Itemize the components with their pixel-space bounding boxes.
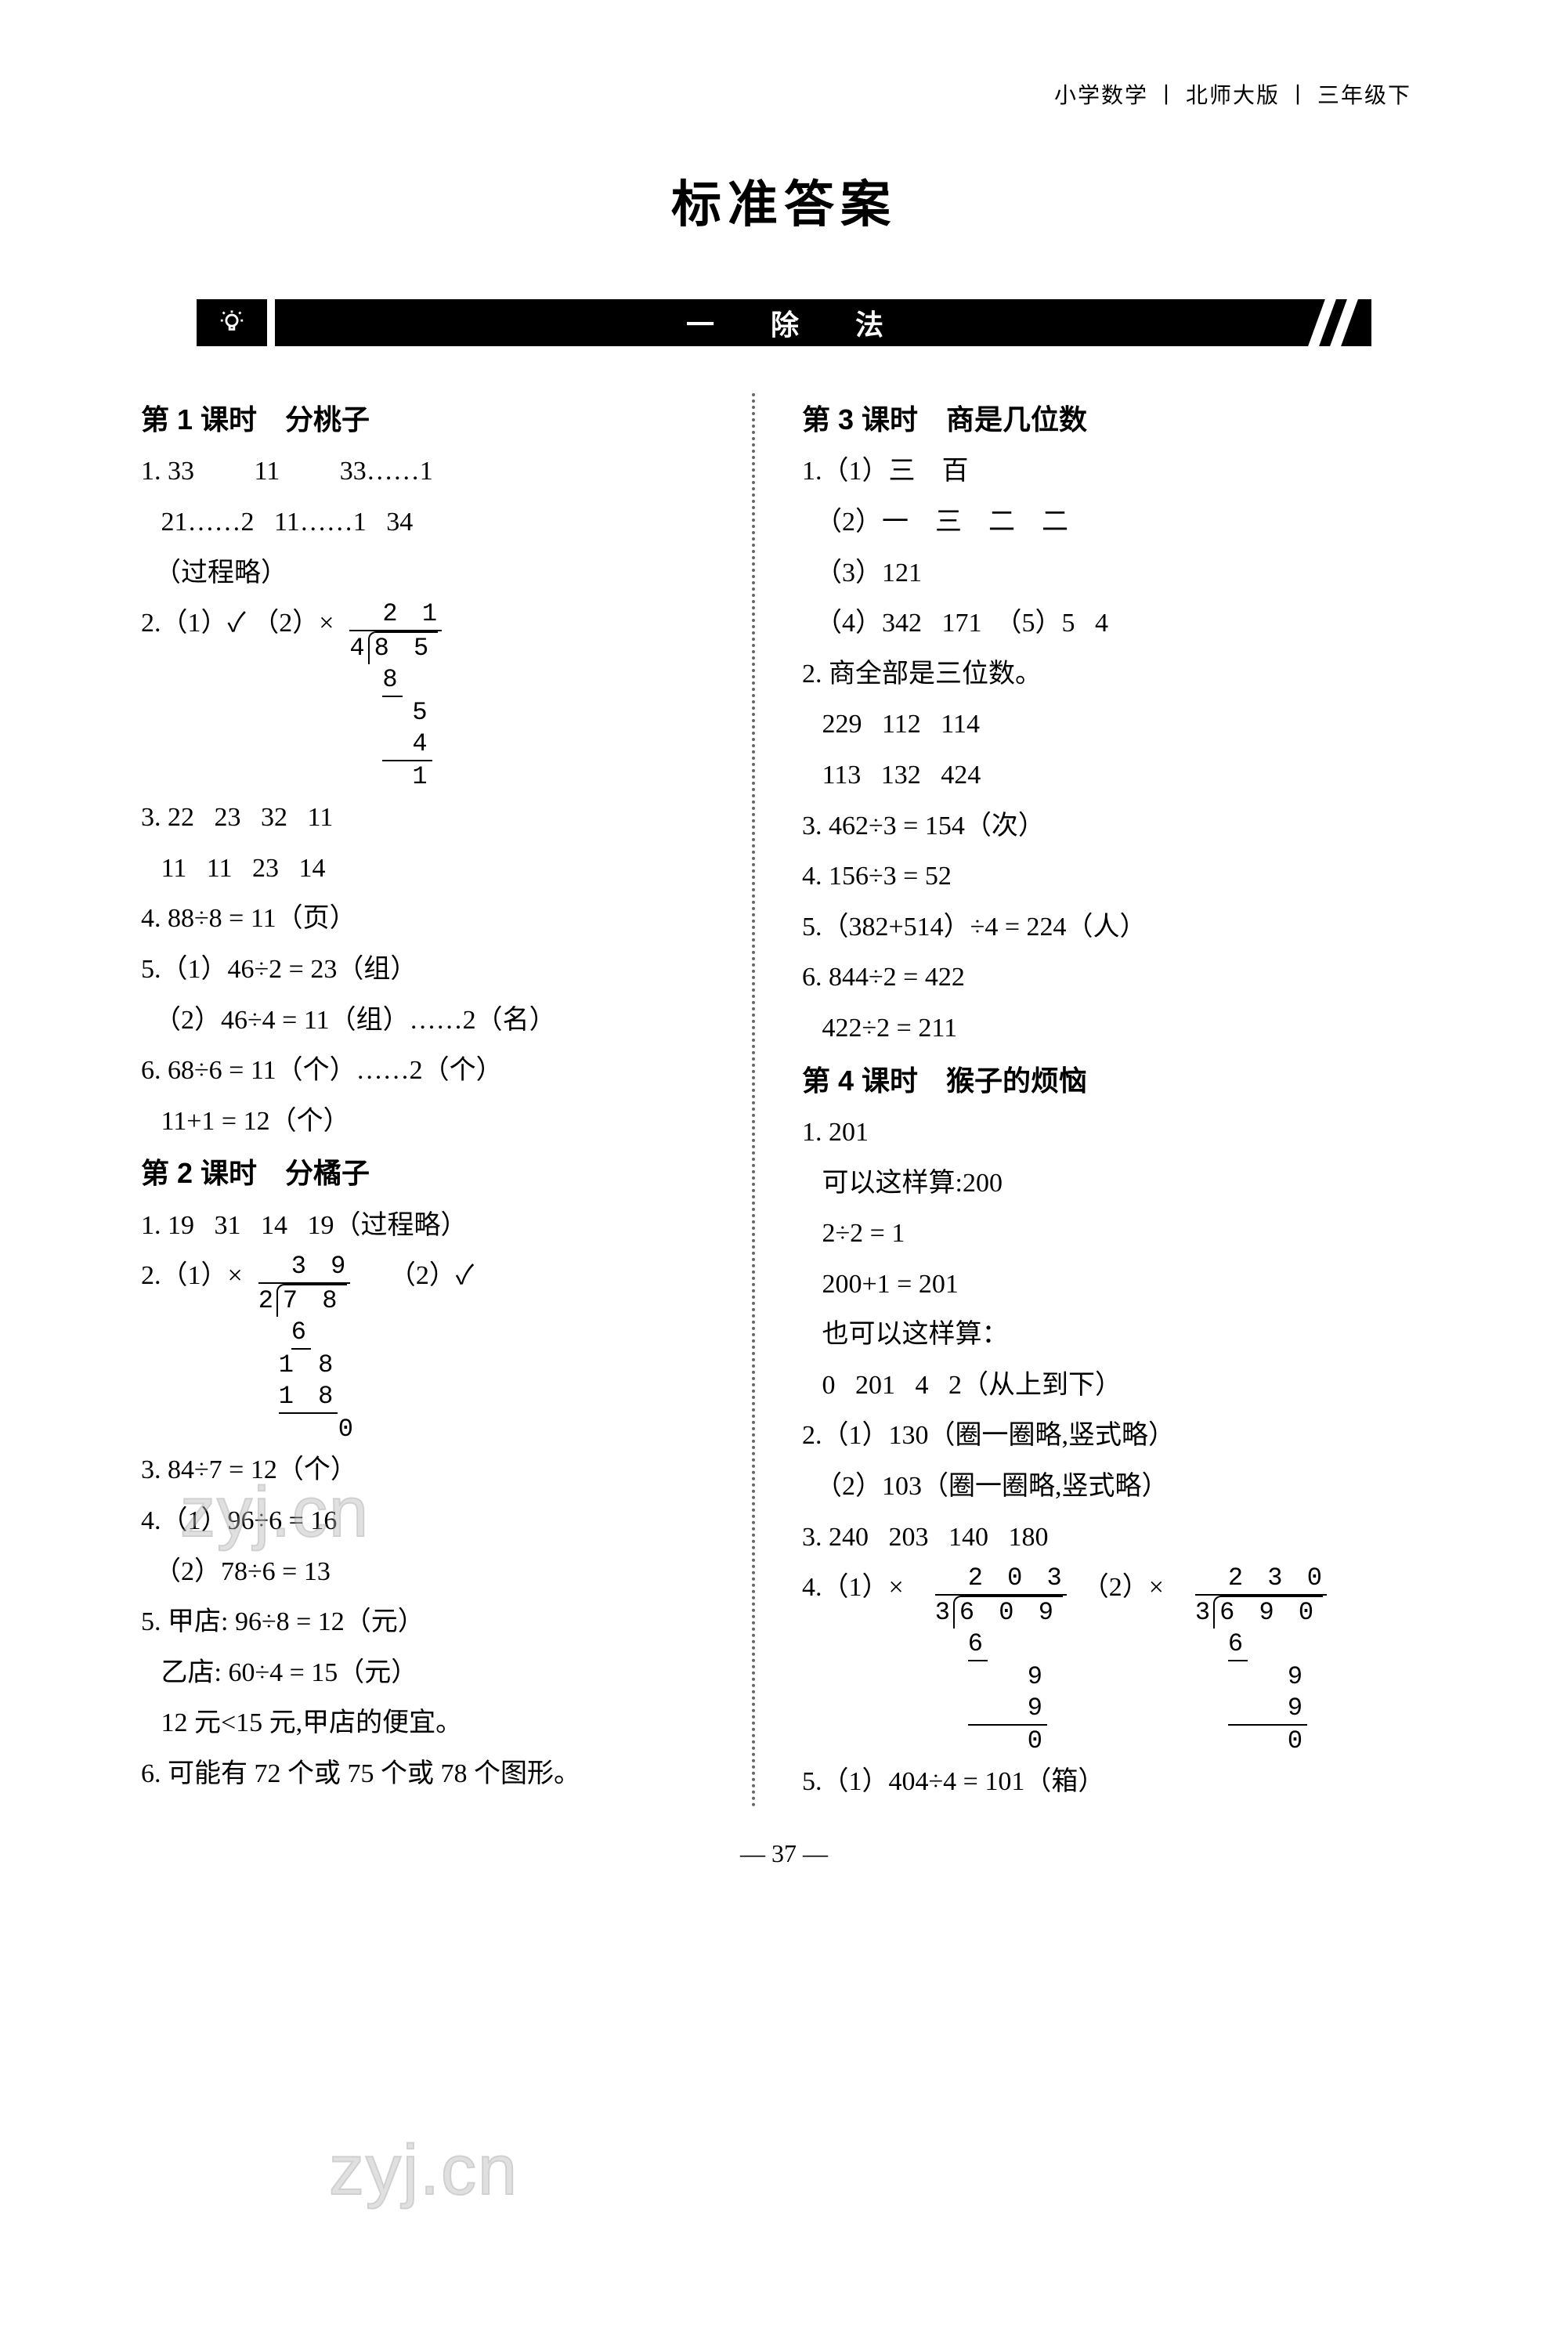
long-division: 3 9 27 8 6 1 8 1 8 0 <box>258 1251 358 1445</box>
answer-line: 21……2 11……1 34 <box>141 497 705 548</box>
ld-row: 9 <box>968 1693 1047 1726</box>
answer-line: 3. 84÷7 = 12（个） <box>141 1445 705 1496</box>
ld-row: 0 <box>968 1726 1047 1755</box>
ld-row: 1 <box>382 762 432 791</box>
ld-row: 6 <box>968 1629 988 1661</box>
answer-line: 5.（382+514）÷4 = 224（人） <box>802 902 1366 953</box>
answer-line: （2）46÷4 = 11（组）……2（名） <box>141 996 705 1047</box>
answer-line: 1. 33 11 33……1 <box>141 446 705 497</box>
answer-line: （3）121 <box>802 548 1366 599</box>
answer-line: 2.（1）✓ （2）× <box>141 598 334 649</box>
ld-row: 1 8 <box>279 1381 338 1414</box>
answer-line: 可以这样算:200 <box>802 1159 1366 1209</box>
answer-line: 11+1 = 12（个） <box>141 1097 705 1148</box>
answer-line: 乙店: 60÷4 = 15（元） <box>141 1648 705 1699</box>
dividend: 6 9 0 <box>1213 1596 1323 1629</box>
answer-line: 5.（1）46÷2 = 23（组） <box>141 945 705 996</box>
answer-line: 422÷2 = 211 <box>802 1003 1366 1054</box>
long-division: 2 3 0 36 9 0 6 9 9 0 <box>1195 1563 1327 1757</box>
answer-line: 6. 844÷2 = 422 <box>802 953 1366 1003</box>
divisor: 3 <box>1195 1597 1215 1629</box>
divisor: 2 <box>258 1285 278 1317</box>
answer-line: 4. 88÷8 = 11（页） <box>141 894 705 945</box>
answer-line: （2）78÷6 = 13 <box>141 1547 705 1598</box>
answer-line: 200+1 = 201 <box>802 1260 1366 1310</box>
right-column: 第 3 课时 商是几位数 1.（1）三 百 （2）一 三 二 二 （3）121 … <box>802 393 1366 1808</box>
section-title: 第 2 课时 分橘子 <box>141 1147 705 1200</box>
answer-line: 2÷2 = 1 <box>802 1209 1366 1260</box>
watermark: zyj.cn <box>329 2131 518 2211</box>
answer-line: 113 132 424 <box>802 750 1366 801</box>
answer-line: 2. 商全部是三位数。 <box>802 649 1366 700</box>
ld-row: 1 8 <box>279 1350 338 1379</box>
answer-line: （2）✓ <box>389 1251 474 1302</box>
section-title: 第 1 课时 分桃子 <box>141 393 705 446</box>
answer-line: 6. 可能有 72 个或 75 个或 78 个图形。 <box>141 1749 705 1800</box>
answer-line: 4.（1）× <box>802 1563 904 1614</box>
answer-line: 6. 68÷6 = 11（个）……2（个） <box>141 1046 705 1097</box>
answer-line: 0 201 4 2（从上到下） <box>802 1361 1366 1412</box>
dividend: 6 0 9 <box>953 1596 1063 1629</box>
answer-line: 5. 甲店: 96÷8 = 12（元） <box>141 1597 705 1648</box>
answer-line: 也可以这样算： <box>802 1310 1366 1361</box>
section-title: 第 4 课时 猴子的烦恼 <box>802 1054 1366 1108</box>
divisor: 4 <box>349 633 369 664</box>
answer-line: 3. 240 203 140 180 <box>802 1513 1366 1563</box>
dividend: 7 8 <box>276 1284 347 1317</box>
page-number: — 37 — <box>141 1839 1427 1868</box>
answer-line: 3. 22 23 32 11 <box>141 793 705 844</box>
divisor: 3 <box>935 1597 955 1629</box>
ld-row: 4 <box>382 728 432 761</box>
ld-row: 6 <box>1228 1629 1248 1661</box>
answer-line: 1.（1）三 百 <box>802 446 1366 497</box>
slash-decoration-icon <box>1309 299 1371 346</box>
ld-row: 9 <box>1228 1693 1307 1726</box>
answer-line: 11 11 23 14 <box>141 844 705 895</box>
quotient: 2 0 3 <box>935 1563 1067 1596</box>
answer-line: （2）× <box>1082 1563 1164 1614</box>
dividend: 8 5 <box>368 631 439 664</box>
ld-row: 9 <box>1228 1662 1307 1691</box>
answer-line: 1. 19 31 14 19（过程略） <box>141 1201 705 1252</box>
answer-line: （过程略） <box>141 548 705 599</box>
answer-line: 2.（1）130（圈一圈略,竖式略） <box>802 1411 1366 1462</box>
answer-line: 2.（1）× <box>141 1251 243 1302</box>
answer-line: 5.（1）404÷4 = 101（箱） <box>802 1757 1366 1808</box>
ld-row: 0 <box>1228 1726 1307 1755</box>
quotient: 2 3 0 <box>1195 1563 1327 1596</box>
ld-row: 0 <box>279 1415 358 1444</box>
answer-line: （4）342 171 （5）5 4 <box>802 598 1366 649</box>
long-division: 2 0 3 36 0 9 6 9 9 0 <box>935 1563 1067 1757</box>
answer-line: 1. 201 <box>802 1108 1366 1159</box>
answer-line: 4.（1）96÷6 = 16 <box>141 1496 705 1547</box>
ld-row: 9 <box>968 1662 1047 1691</box>
chapter-title: 一 除 法 <box>275 302 1309 343</box>
lightbulb-icon <box>197 299 267 346</box>
quotient: 3 9 <box>258 1251 351 1284</box>
ld-row: 5 <box>382 698 432 727</box>
long-division: 2 1 48 5 8 5 4 1 <box>349 598 442 793</box>
header-right: 小学数学 丨 北师大版 丨 三年级下 <box>1054 78 1411 110</box>
answer-line: （2）103（圈一圈略,竖式略） <box>802 1462 1366 1513</box>
ld-row: 6 <box>291 1317 311 1350</box>
section-title: 第 3 课时 商是几位数 <box>802 393 1366 446</box>
answer-line: 229 112 114 <box>802 699 1366 750</box>
answer-line: （2）一 三 二 二 <box>802 497 1366 548</box>
answer-line: 12 元<15 元,甲店的便宜。 <box>141 1698 705 1749</box>
quotient: 2 1 <box>349 598 442 631</box>
left-column: 第 1 课时 分桃子 1. 33 11 33……1 21……2 11……1 34… <box>141 393 705 1808</box>
chapter-bar: 一 除 法 <box>197 299 1371 346</box>
page-title: 标准答案 <box>141 164 1427 237</box>
answer-line: 4. 156÷3 = 52 <box>802 851 1366 902</box>
ld-row: 8 <box>382 664 402 697</box>
column-divider <box>752 393 755 1808</box>
answer-line: 3. 462÷3 = 154（次） <box>802 801 1366 852</box>
